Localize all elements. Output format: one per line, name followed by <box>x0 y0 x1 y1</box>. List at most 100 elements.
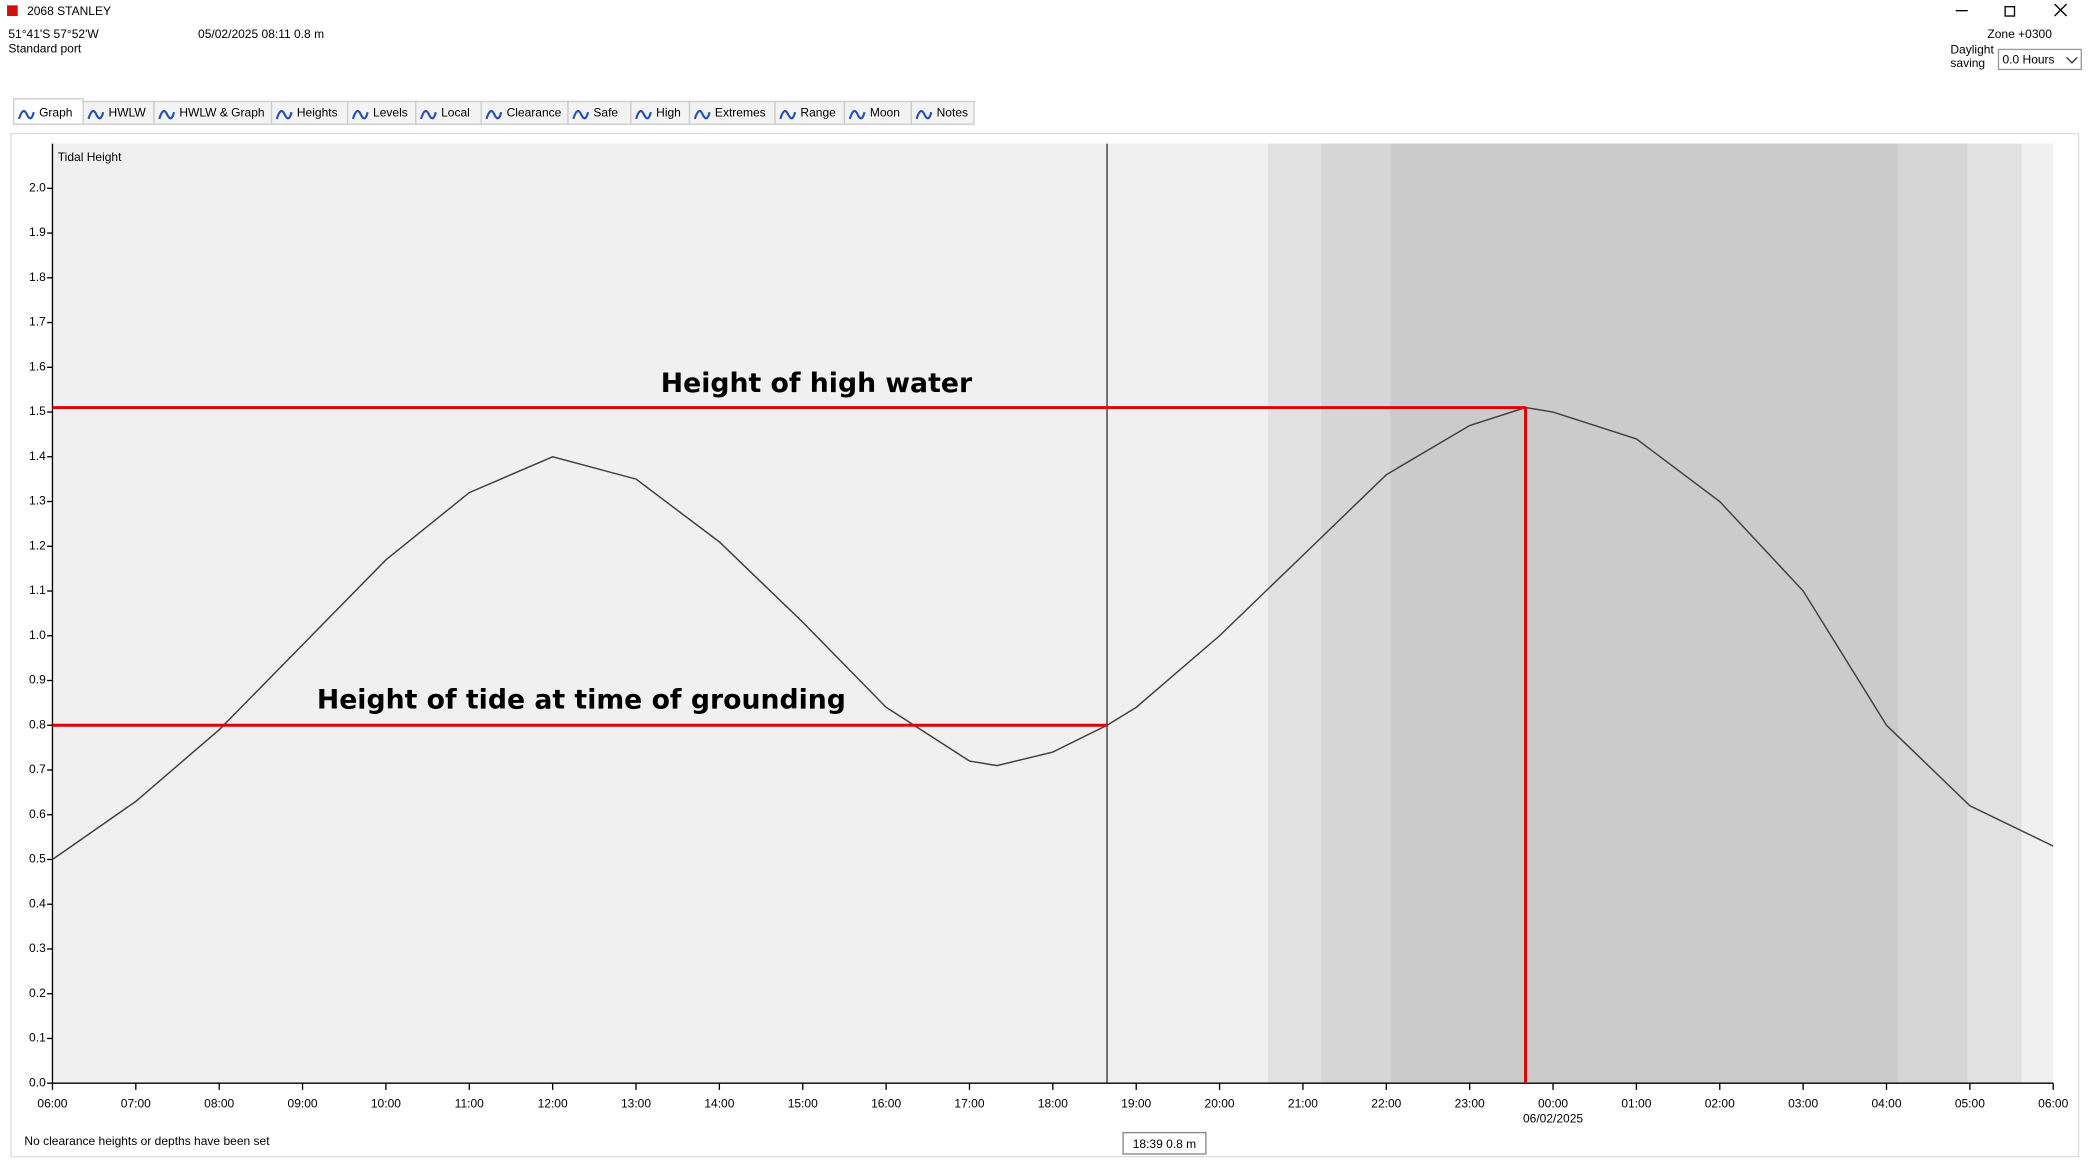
y-tick-label: 0.7 <box>29 762 46 776</box>
tab[interactable]: Graph <box>13 98 84 125</box>
window-controls[interactable] <box>1955 3 2068 17</box>
tab-label[interactable]: Extremes <box>715 106 766 120</box>
x-tick-label: 15:00 <box>788 1097 818 1111</box>
cursor-readout: 18:39 0.8 m <box>1133 1137 1196 1151</box>
x-tick-label: 16:00 <box>871 1097 901 1111</box>
zone: Zone +0300 <box>1987 27 2052 41</box>
tab-label[interactable]: Clearance <box>507 106 562 120</box>
dropdown-value[interactable]: 0.0 Hours <box>2002 52 2054 66</box>
tab-icon[interactable] <box>158 109 176 120</box>
tab-label[interactable]: Range <box>800 106 836 120</box>
tab-label[interactable]: Moon <box>870 106 900 120</box>
y-tick-label: 0.4 <box>29 896 46 910</box>
y-tick-label: 1.5 <box>29 404 46 418</box>
dropdown-arrow[interactable] <box>2066 56 2078 64</box>
x-tick-label: 03:00 <box>1788 1097 1818 1111</box>
y-tick-label: 1.3 <box>29 494 46 508</box>
tab-icon[interactable] <box>572 109 590 120</box>
y-tick-label: 1.8 <box>29 270 46 284</box>
close-button[interactable] <box>2054 3 2068 17</box>
x-tick-label: 07:00 <box>121 1097 151 1111</box>
y-tick-label: 0.1 <box>29 1031 46 1045</box>
restore-button[interactable] <box>2004 6 2016 17</box>
daylight-dropdown[interactable]: 0.0 Hours <box>1997 48 2082 71</box>
tab-label[interactable]: Notes <box>937 106 968 120</box>
tab-icon[interactable] <box>420 109 437 120</box>
tab[interactable]: Extremes <box>688 100 776 125</box>
y-tick-label: 0.2 <box>29 986 46 1000</box>
tab[interactable]: Heights <box>270 100 349 125</box>
tab-icon[interactable] <box>87 109 105 120</box>
x-tick-label: 12:00 <box>538 1097 568 1111</box>
y-tick-label: 0.6 <box>29 807 46 821</box>
tab-icon[interactable] <box>779 109 797 120</box>
tab-icon[interactable] <box>351 109 369 120</box>
app-icon <box>7 5 18 17</box>
tab-icon[interactable] <box>848 109 866 120</box>
x-tick-label: 05:00 <box>1955 1097 1985 1111</box>
x-tick-label: 13:00 <box>621 1097 651 1111</box>
x-tick-label: 04:00 <box>1871 1097 1901 1111</box>
tab[interactable]: High <box>630 100 691 125</box>
tab[interactable]: Local <box>415 100 482 125</box>
tab-icon[interactable] <box>915 109 933 120</box>
y-axis-label: Tidal Height <box>58 150 122 164</box>
tab-label[interactable]: HWLW & Graph <box>179 106 264 120</box>
tab-label[interactable]: Safe <box>593 106 618 120</box>
tab-label[interactable]: Local <box>441 106 470 120</box>
status-text: No clearance heights or depths have been… <box>24 1134 270 1148</box>
y-tick-label: 1.9 <box>29 225 46 239</box>
date-label: 06/02/2025 <box>1523 1111 1583 1125</box>
tab-icon[interactable] <box>485 109 503 120</box>
annotation: Height of high water <box>661 368 973 399</box>
tab-label[interactable]: Graph <box>39 106 72 120</box>
tab[interactable]: Range <box>774 100 846 125</box>
tab-label[interactable]: High <box>656 106 681 120</box>
tab[interactable]: HWLW & Graph <box>153 100 273 125</box>
x-tick-label: 09:00 <box>288 1097 318 1111</box>
window-title: 2068 STANLEY <box>27 4 111 18</box>
x-tick-label: 20:00 <box>1205 1097 1235 1111</box>
tab[interactable]: HWLW <box>82 100 155 125</box>
tide-curve <box>52 406 2054 861</box>
tab-label[interactable]: Levels <box>373 106 408 120</box>
x-tick-label: 02:00 <box>1705 1097 1735 1111</box>
x-tick-label: 06:00 <box>2038 1097 2068 1111</box>
tab[interactable]: Levels <box>346 100 417 125</box>
tab-label[interactable]: HWLW <box>109 106 147 120</box>
position: 51°41'S 57°52'W <box>8 27 99 41</box>
port-type: Standard port <box>8 42 81 56</box>
y-tick-label: 0.0 <box>29 1075 46 1089</box>
y-tick-label: 0.8 <box>29 717 46 731</box>
x-tick-label: 08:00 <box>204 1097 234 1111</box>
tab-label[interactable]: Heights <box>297 106 338 120</box>
dropdown-box[interactable] <box>1997 48 2082 71</box>
y-tick-label: 0.3 <box>29 941 46 955</box>
tab[interactable]: Clearance <box>480 100 569 125</box>
x-tick-label: 21:00 <box>1288 1097 1318 1111</box>
tab[interactable]: Safe <box>567 100 632 125</box>
reading: 05/02/2025 08:11 0.8 m <box>198 27 324 41</box>
daylight-label: Daylight saving <box>1950 43 1994 70</box>
night-band <box>1390 143 1899 1084</box>
x-tick-label: 00:00 <box>1538 1097 1568 1111</box>
tab-icon[interactable] <box>635 109 652 120</box>
y-tick-label: 1.4 <box>29 449 46 463</box>
y-tick-label: 1.7 <box>29 315 46 329</box>
x-tick-label: 14:00 <box>704 1097 734 1111</box>
y-tick-label: 1.6 <box>29 359 46 373</box>
x-tick-label: 10:00 <box>371 1097 401 1111</box>
y-tick-label: 1.1 <box>29 583 46 597</box>
x-tick-label: 17:00 <box>954 1097 984 1111</box>
tab-icon[interactable] <box>693 109 711 120</box>
x-tick-label: 06:00 <box>37 1097 67 1111</box>
x-tick-label: 19:00 <box>1121 1097 1151 1111</box>
tab-icon[interactable] <box>275 109 293 120</box>
x-tick-label: 18:00 <box>1038 1097 1068 1111</box>
tab-icon[interactable] <box>18 109 35 120</box>
tab[interactable]: Notes <box>910 100 975 125</box>
tab[interactable]: Moon <box>843 100 912 125</box>
annotation: Height of tide at time of grounding <box>317 685 846 716</box>
y-tick-label: 0.9 <box>29 673 46 687</box>
